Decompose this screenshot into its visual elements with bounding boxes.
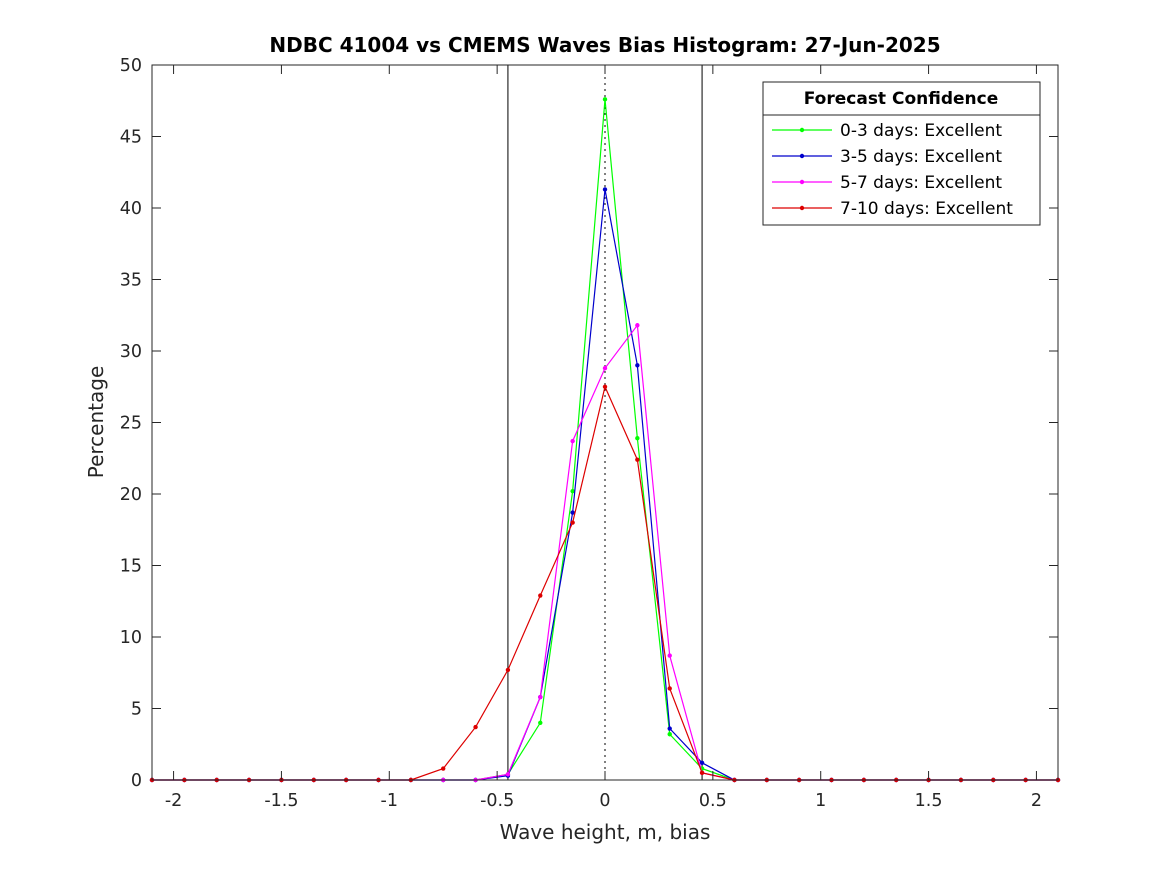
data-point	[538, 720, 543, 725]
y-tick-label: 0	[131, 771, 142, 791]
y-tick-label: 20	[120, 485, 142, 505]
legend-label: 3-5 days: Excellent	[840, 147, 1002, 167]
x-tick-label: -0.5	[480, 791, 514, 811]
data-point	[505, 667, 511, 673]
data-point	[602, 187, 608, 192]
y-tick-label: 35	[120, 271, 142, 291]
y-tick-label: 25	[120, 414, 142, 434]
data-point	[602, 97, 608, 102]
legend-box	[762, 81, 1041, 226]
x-axis-label: Wave height, m, bias	[500, 820, 711, 844]
legend-items: 0-3 days: Excellent 3-5 days: Excellent 5-…	[772, 121, 1013, 219]
data-point	[667, 726, 672, 731]
data-point	[570, 520, 575, 525]
data-point	[473, 724, 478, 730]
data-point	[570, 488, 575, 494]
y-tick-label: 40	[120, 199, 142, 219]
data-point	[635, 457, 640, 462]
y-tick-label: 5	[131, 700, 142, 720]
y-tick-label: 15	[120, 557, 142, 577]
x-tick-label: 0.5	[699, 791, 727, 811]
legend-label: 5-7 days: Excellent	[840, 173, 1002, 193]
data-point	[538, 593, 543, 598]
data-point	[602, 365, 608, 371]
legend: Forecast Confidence 0-3 days: Excellent 3…	[762, 81, 1041, 226]
legend-swatch-marker	[799, 127, 805, 133]
x-tick-label: 0	[599, 791, 610, 811]
legend-label: 7-10 days: Excellent	[840, 199, 1013, 219]
y-axis-ticks: 0 5 10 15 20 25 30 35 40 45 50	[120, 56, 1058, 791]
legend-swatch-marker	[799, 179, 805, 185]
x-tick-label: 1.5	[915, 791, 943, 811]
y-tick-label: 45	[120, 128, 142, 148]
legend-title: Forecast Confidence	[804, 89, 999, 109]
data-point	[667, 653, 672, 658]
data-point	[441, 766, 446, 771]
x-tick-label: 2	[1031, 791, 1042, 811]
data-point	[505, 772, 511, 777]
data-point	[635, 323, 640, 328]
legend-item-1: 3-5 days: Excellent	[772, 147, 1002, 167]
data-point	[635, 363, 640, 368]
data-point	[570, 510, 575, 515]
y-tick-label: 30	[120, 342, 142, 362]
reference-lines	[507, 65, 703, 780]
x-axis-ticks: -2 -1.5 -1 -0.5 0 0.5 1 1.5 2	[165, 65, 1042, 811]
data-point	[602, 384, 608, 389]
data-point	[538, 694, 543, 700]
data-point	[635, 436, 640, 441]
legend-item-0: 0-3 days: Excellent	[772, 121, 1002, 141]
legend-item-3: 7-10 days: Excellent	[772, 199, 1013, 219]
chart-title: NDBC 41004 vs CMEMS Waves Bias Histogram…	[269, 33, 940, 57]
x-tick-label: -2	[165, 791, 182, 811]
data-point	[699, 770, 705, 776]
legend-label: 0-3 days: Excellent	[840, 121, 1002, 141]
x-tick-label: 1	[815, 791, 826, 811]
data-point	[699, 760, 705, 766]
legend-item-2: 5-7 days: Excellent	[772, 173, 1002, 193]
data-point	[667, 732, 672, 737]
data-point	[570, 438, 575, 444]
legend-swatch-marker	[799, 153, 805, 159]
y-tick-label: 10	[120, 628, 142, 648]
x-tick-label: -1	[381, 791, 398, 811]
y-axis-label: Percentage	[84, 366, 108, 479]
x-tick-label: -1.5	[264, 791, 298, 811]
legend-swatch-marker	[799, 205, 805, 211]
y-tick-label: 50	[120, 56, 142, 76]
data-point	[667, 686, 672, 691]
